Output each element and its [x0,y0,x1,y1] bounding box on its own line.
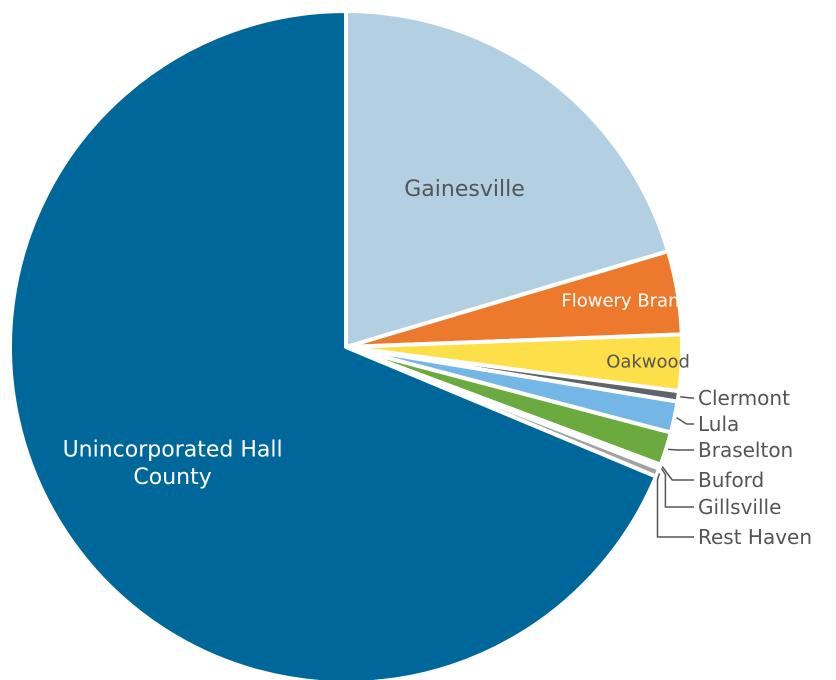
pie-slices [8,9,684,680]
callout-line-clermont [680,395,694,399]
callout-line-gillsville [660,468,694,508]
callout-line-braselton [668,448,694,451]
callout-label-buford: Buford [698,468,764,492]
callout-label-lula: Lula [698,412,739,436]
slice-label-flowery-branch: Flowery Branch [561,290,700,311]
slice-label-gainesville: Gainesville [404,177,524,202]
slice-labels: Gainesville Flowery Branch Oakwood Clermont… [63,177,812,549]
callout-line-rest-haven [656,473,694,538]
callout-label-braselton: Braselton [698,438,793,462]
pie-slice-gainesville [344,9,671,349]
callout-label-clermont: Clermont [698,386,790,410]
slice-label-oakwood: Oakwood [606,352,690,373]
callout-label-rest-haven: Rest Haven [698,525,812,549]
callout-leaders [656,395,694,538]
callout-line-lula [676,416,694,425]
pie-slice-unincorporated-hall-county [8,9,659,680]
slice-label-unincorporated-hall-county: Unincorporated Hall County [63,437,283,490]
callout-line-buford [661,466,694,481]
callout-label-gillsville: Gillsville [698,495,781,519]
